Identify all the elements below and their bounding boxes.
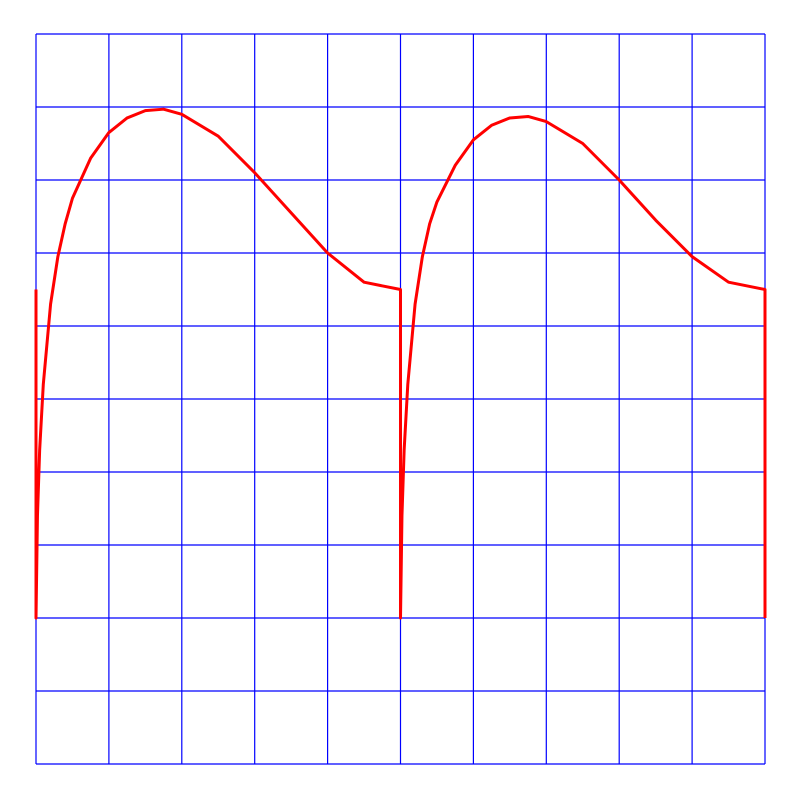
series-layer xyxy=(34,107,767,620)
series-line-0 xyxy=(34,107,767,620)
